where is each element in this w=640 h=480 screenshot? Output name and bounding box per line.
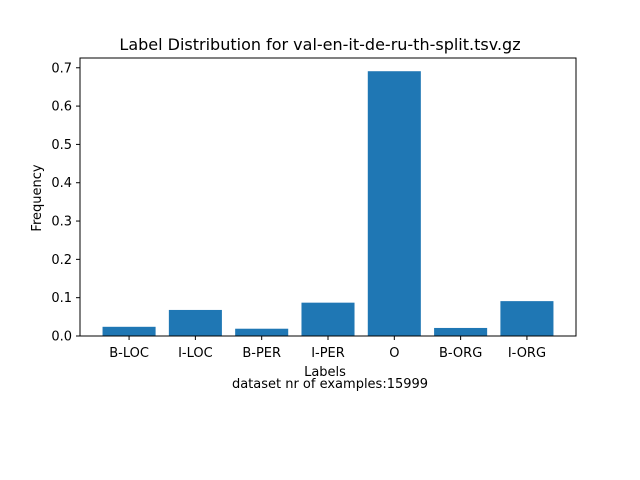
y-axis-label: Frequency [30,164,45,231]
y-tick-label: 0.3 [51,215,72,230]
bars-group [102,71,554,336]
y-axis-ticks: 0.0 0.1 0.2 0.3 0.4 0.5 0.6 0.7 [51,61,80,345]
y-tick-label: 0.2 [51,253,72,268]
bar-b-org [434,327,488,336]
y-tick-label: 0.1 [51,291,72,306]
chart-title: Label Distribution for val-en-it-de-ru-t… [119,35,520,54]
x-tick-label-b-per: B-PER [242,346,281,361]
y-tick-label: 0.5 [51,138,72,153]
x-tick-label-i-org: I-ORG [508,346,546,361]
x-tick-label-i-loc: I-LOC [178,346,213,361]
x-tick-label-b-loc: B-LOC [109,346,149,361]
x-axis-ticks: B-LOC I-LOC B-PER I-PER O B-ORG I-ORG [109,336,546,361]
y-tick-label: 0.6 [51,100,72,115]
x-tick-label-i-per: I-PER [311,346,345,361]
dataset-caption: dataset nr of examples:15999 [232,377,428,392]
bar-o [367,71,421,336]
x-tick-label-b-org: B-ORG [439,346,482,361]
bar-i-org [500,301,554,336]
bar-b-per [235,328,289,336]
x-axis-label: Labels [304,365,346,380]
bar-i-per [301,302,355,336]
y-tick-label: 0.7 [51,61,72,76]
bar-i-loc [168,309,222,336]
bar-b-loc [102,326,156,336]
y-tick-label: 0.0 [51,330,72,345]
x-tick-label-o: O [389,346,399,361]
y-tick-label: 0.4 [51,176,72,191]
